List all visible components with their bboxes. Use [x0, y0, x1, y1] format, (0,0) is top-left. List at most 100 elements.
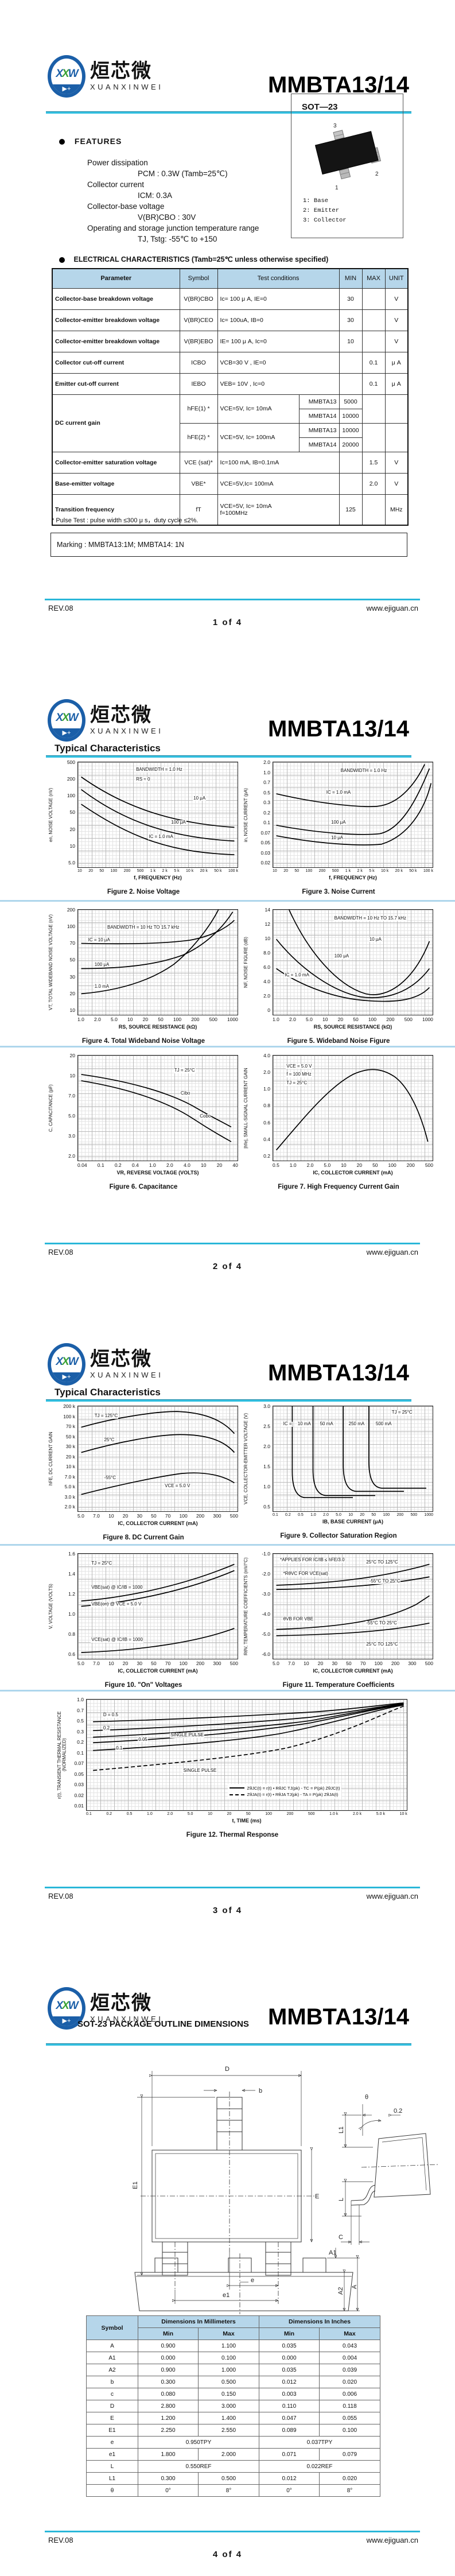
axis-tick: 20 — [122, 1513, 129, 1519]
axis-tick: 200 — [396, 1513, 404, 1517]
separator-rule — [0, 900, 455, 902]
annotation: 100 μA — [94, 961, 110, 968]
figure-caption: Figure 3. Noise Current — [302, 889, 375, 895]
x-axis-label: IC, COLLECTOR CURRENT (mA) — [118, 1668, 198, 1674]
annotation: IC = — [282, 1421, 293, 1427]
cell-max — [361, 494, 386, 526]
website-link[interactable]: www.ejiguan.cn — [366, 2536, 418, 2544]
figure-caption: Figure 11. Temperature Coefficients — [282, 1682, 395, 1689]
annotation: 50 mA — [319, 1421, 334, 1427]
legend-text: ZθJC(t) = r(t) • RθJC TJ(pk) - TC = P(pk… — [247, 1785, 340, 1791]
cell-max — [361, 394, 386, 424]
website-link[interactable]: www.ejiguan.cn — [366, 604, 418, 612]
annotation: IC = 10 μA — [87, 937, 111, 944]
cell-in-min: 0.035 — [259, 2364, 320, 2376]
x-axis-label: f, FREQUENCY (Hz) — [329, 875, 377, 880]
axis-tick: 50 — [69, 809, 75, 816]
figure-caption: Figure 10. "On" Voltages — [104, 1682, 182, 1689]
footer-rule — [45, 599, 420, 600]
axis-tick: -1.0 — [262, 1551, 270, 1557]
website-link[interactable]: www.ejiguan.cn — [366, 1892, 418, 1900]
plot-area: BANDWIDTH = 1.0 Hz IC = 1.0 mA 100 μA 10 μA — [273, 762, 433, 868]
axis-tick: 5.0 — [336, 1513, 341, 1517]
cell-mm-min: 0.300 — [138, 2376, 199, 2388]
axis-tick: 0.5 — [126, 1812, 133, 1816]
curve-canvas — [78, 1056, 238, 1161]
table-row: e 0.950TPY 0.037TPY — [86, 2436, 381, 2449]
axis-tick: 5.0 — [77, 1661, 84, 1666]
x-axis-ticks: 5.0 7.0 10 20 30 50 70 100 200 300 500 — [77, 1513, 238, 1519]
axis-tick: 3.0 — [68, 1133, 75, 1139]
axis-tick: 50 — [158, 1017, 164, 1022]
cell-in-min: 0.000 — [259, 2352, 320, 2364]
x-axis-label: RS, SOURCE RESISTANCE (kΩ) — [313, 1024, 392, 1030]
axis-tick: 10 — [69, 843, 75, 849]
annotation: 10 mA — [297, 1421, 312, 1427]
curve-canvas — [78, 910, 238, 1015]
axis-tick: 7.0 — [288, 1661, 295, 1666]
axis-tick: 100 k — [423, 869, 433, 873]
cell-mm-max: 1.400 — [197, 2412, 260, 2424]
cell-symbol: L1 — [86, 2472, 138, 2485]
cell-parameter: Collector cut-off current — [52, 351, 180, 374]
cell-conditions: VCE=5V, Ic= 10mA — [217, 394, 300, 424]
separator-rule — [0, 1544, 455, 1546]
cell-max: 1.5 — [361, 451, 386, 474]
svg-text:e1: e1 — [223, 2292, 230, 2299]
axis-tick: 10 — [77, 869, 82, 873]
legend: ZθJC(t) = r(t) • RθJC TJ(pk) - TC = P(pk… — [227, 1783, 342, 1799]
cell-symbol: hFE(1) * — [179, 394, 218, 424]
website-link[interactable]: www.ejiguan.cn — [366, 1248, 418, 1256]
cell-parameter: Collector-emitter breakdown voltage — [52, 309, 180, 331]
package-side-view-drawing: θ 0.2 L1 L C — [338, 2073, 442, 2271]
axis-tick: 10 — [108, 1661, 114, 1666]
cell-unit: V — [384, 330, 409, 352]
package-front-view-drawing: A1 A2 A — [123, 2247, 370, 2318]
annotation: VCE = 5.0 V — [164, 1483, 191, 1489]
annotation: -55°C TO 25°C — [365, 1620, 398, 1626]
svg-text:2: 2 — [375, 171, 379, 177]
company-logo: XXW ▶+ 烜芯微 XUANXINWEI — [48, 1987, 163, 2030]
annotation: *APPLIES FOR IC/IB ≤ hFE/3.0 — [279, 1557, 345, 1564]
cell-symbol: E1 — [86, 2424, 138, 2437]
axis-tick: 20 — [227, 1812, 232, 1816]
axis-tick: 0.1 — [263, 820, 270, 825]
cell-symbol: VBE* — [179, 472, 218, 495]
plot-area: TJ = 25°C IC = 10 mA 50 mA 250 mA 500 mA — [273, 1406, 433, 1512]
cell-unit: V — [384, 309, 409, 331]
diode-icon: ▶+ — [51, 84, 82, 94]
axis-tick: 200 — [286, 1812, 294, 1816]
logo-text: 烜芯微 XUANXINWEI — [90, 1993, 163, 2023]
pulse-test-footnote: * Pulse Test : pulse width ≤300 μ s，duty… — [52, 517, 199, 524]
brand-name-en: XUANXINWEI — [90, 727, 164, 735]
axis-tick: 0.6 — [263, 1119, 270, 1126]
axis-tick: 200 — [196, 1513, 205, 1519]
annotation: 0.2 — [102, 1725, 111, 1732]
cell-mm-max: 0.500 — [197, 2376, 260, 2388]
figure-10: V, VOLTAGE (VOLTS) 1.6 1.4 1.2 1.0 0.8 0.6 TJ =… — [48, 1551, 238, 1689]
feature-label: Collector-base voltage — [87, 202, 165, 211]
axis-tick: 5.0 — [273, 1661, 279, 1666]
logo-circle-icon: XXW ▶+ — [48, 55, 85, 98]
figure-8: hFE, DC CURRENT GAIN 200 k 100 k 70 k 50 k 30… — [48, 1403, 238, 1541]
cell-symbol: V(BR)EBO — [179, 330, 218, 352]
part-number-title: MMBTA13/14 — [268, 72, 409, 98]
axis-tick: 0.03 — [74, 1782, 84, 1787]
annotation: -55°C TO 25°C — [368, 1578, 401, 1584]
logo-circle-icon: XXW ▶+ — [48, 699, 85, 742]
axis-tick: 2.0 — [68, 1153, 75, 1159]
axis-tick: 7.0 k — [64, 1473, 75, 1480]
annotation: SINGLE PULSE — [182, 1767, 217, 1774]
curve-canvas — [78, 762, 238, 867]
axis-tick: 70 k — [65, 1423, 75, 1429]
axis-tick: 2 k — [162, 869, 168, 873]
legend-text: ZθJA(t) = r(t) • RθJA TJ(pk) - TA = P(pk… — [247, 1791, 339, 1797]
axis-tick: 70 — [165, 1513, 171, 1519]
axis-tick: 7.0 — [68, 1093, 75, 1099]
table-row: E 1.200 1.400 0.047 0.055 — [86, 2412, 381, 2424]
svg-text:L1: L1 — [338, 2127, 345, 2133]
cell-mm-min: 0.900 — [138, 2340, 199, 2352]
cell-max: 0.1 — [361, 373, 386, 395]
cell-parameter: Collector-base breakdown voltage — [52, 288, 180, 310]
axis-tick: 10 — [69, 1007, 75, 1013]
